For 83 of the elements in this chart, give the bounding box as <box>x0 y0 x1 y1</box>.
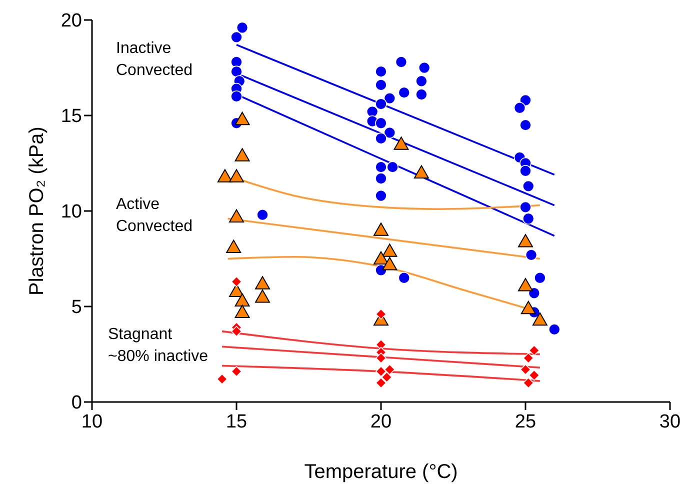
point <box>234 148 250 162</box>
point <box>234 304 250 318</box>
x-tick-label: 20 <box>370 411 392 432</box>
point <box>520 300 536 314</box>
point <box>398 86 410 98</box>
point <box>514 102 526 114</box>
point <box>394 136 409 150</box>
point <box>375 79 387 91</box>
x-tick-label: 15 <box>226 411 248 432</box>
point <box>520 119 532 131</box>
point <box>386 161 398 173</box>
y-tick-label: 5 <box>71 297 82 318</box>
y-tick-label: 0 <box>71 392 82 414</box>
point <box>234 112 250 126</box>
point <box>375 98 387 110</box>
point <box>256 208 268 221</box>
point <box>520 201 532 214</box>
y-tick-label: 20 <box>60 10 82 32</box>
point <box>216 374 228 384</box>
point <box>522 212 534 225</box>
point <box>384 126 396 139</box>
x-tick-label: 25 <box>514 411 536 432</box>
point <box>416 88 428 100</box>
point <box>522 352 534 364</box>
y-axis-title: Plastron PO₂ (kPa) <box>26 126 48 296</box>
point <box>255 289 270 303</box>
point <box>217 169 232 182</box>
annotation: Inactive Convected <box>116 39 192 81</box>
point <box>231 366 242 377</box>
point <box>518 234 533 248</box>
point <box>522 378 534 388</box>
point <box>416 75 428 88</box>
point <box>375 190 387 202</box>
point <box>230 90 242 102</box>
point <box>414 165 429 179</box>
point <box>520 364 531 375</box>
point <box>520 94 532 106</box>
point <box>382 256 398 270</box>
point <box>534 272 546 284</box>
point <box>418 62 430 74</box>
annotation: Stagnant ~80% inactive <box>108 325 208 367</box>
point <box>374 251 388 264</box>
point <box>528 287 540 300</box>
point <box>234 293 250 307</box>
point <box>376 366 386 377</box>
point <box>231 326 242 337</box>
annotation: Active Convected <box>116 195 192 237</box>
point <box>532 312 548 326</box>
point <box>522 180 534 192</box>
point <box>384 92 396 104</box>
point <box>376 352 386 364</box>
x-tick-label: 30 <box>659 411 681 432</box>
point <box>382 244 398 257</box>
point <box>230 31 242 44</box>
point <box>398 272 410 284</box>
point <box>518 278 533 292</box>
point <box>376 378 386 388</box>
point <box>384 364 396 375</box>
point <box>236 22 248 34</box>
point <box>548 324 560 336</box>
point <box>375 66 387 78</box>
x-axis-title: Temperature (°C) <box>304 461 458 483</box>
point <box>381 372 392 383</box>
point <box>375 172 387 184</box>
y-tick-label: 15 <box>60 106 82 128</box>
point <box>229 209 244 222</box>
point <box>375 161 387 173</box>
point <box>374 222 388 236</box>
point <box>375 132 387 144</box>
point <box>525 249 538 261</box>
point <box>375 117 387 130</box>
point <box>230 66 242 78</box>
y-tick-label: 10 <box>60 202 82 223</box>
point <box>395 56 408 68</box>
point <box>230 56 242 68</box>
point <box>226 240 242 254</box>
point <box>520 164 532 177</box>
point <box>229 169 244 182</box>
point <box>528 345 540 356</box>
point <box>231 276 242 288</box>
point <box>528 370 540 381</box>
point <box>376 308 386 320</box>
point <box>255 276 270 290</box>
